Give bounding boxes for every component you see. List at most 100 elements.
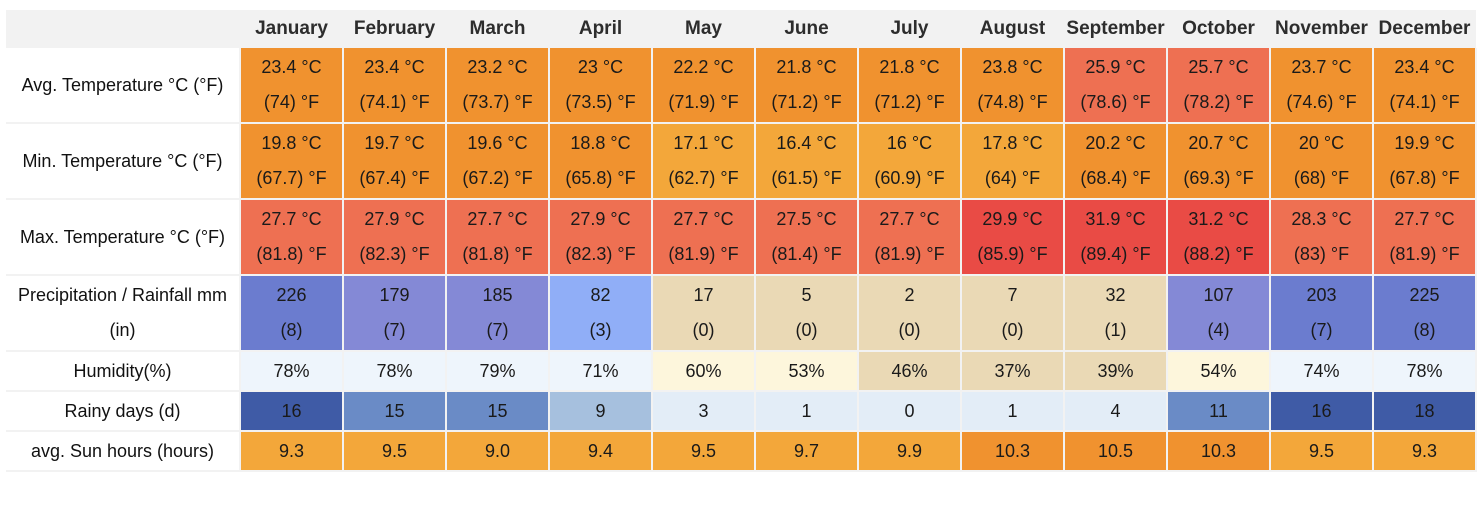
value-cell: 3	[652, 391, 756, 432]
value-cell: 4	[1064, 391, 1168, 432]
primary-value: 79%	[479, 360, 516, 381]
secondary-value: (1)	[1104, 320, 1127, 340]
row-label: avg. Sun hours (hours)	[6, 431, 241, 472]
primary-value: 15	[384, 400, 405, 421]
primary-value: 17.1 °C	[673, 133, 734, 153]
value-cell: 203 (7)	[1270, 275, 1374, 352]
primary-value: 107	[1203, 285, 1234, 305]
value-cell: 18.8 °C (65.8) °F	[549, 123, 653, 200]
month-header-august: August	[979, 18, 1046, 39]
secondary-value: (3)	[589, 320, 612, 340]
value-cell: 19.8 °C (67.7) °F	[240, 123, 344, 200]
rainy-days-row: Rainy days (d) 16 15 15 9 3 1 0 1 4 11 16 18	[6, 391, 1477, 432]
primary-value: 226	[276, 285, 307, 305]
value-cell: 23.4 °C (74.1) °F	[343, 48, 447, 124]
primary-value: 18	[1414, 400, 1435, 421]
primary-value: 23.4 °C	[364, 57, 425, 77]
value-cell: 27.7 °C (81.9) °F	[858, 199, 962, 276]
primary-value: 27.9 °C	[570, 209, 631, 229]
month-header-may: May	[685, 18, 722, 39]
value-cell: 107 (4)	[1167, 275, 1271, 352]
secondary-value: (61.5) °F	[771, 168, 842, 188]
value-cell: 1	[755, 391, 859, 432]
primary-value: 11	[1209, 400, 1228, 421]
month-header-march: March	[469, 18, 526, 39]
value-cell: 17 (0)	[652, 275, 756, 352]
secondary-value: (67.2) °F	[462, 168, 533, 188]
secondary-value: (7)	[486, 320, 509, 340]
primary-value: 78%	[376, 360, 413, 381]
primary-value: 16	[1311, 400, 1332, 421]
primary-value: 19.9 °C	[1394, 133, 1455, 153]
value-cell: 23 °C (73.5) °F	[549, 48, 653, 124]
primary-value: 54%	[1200, 360, 1237, 381]
primary-value: 10.3	[1200, 440, 1237, 461]
value-cell: 5 (0)	[755, 275, 859, 352]
value-cell: 39%	[1064, 351, 1168, 392]
primary-value: 31.2 °C	[1188, 209, 1249, 229]
secondary-value: (4)	[1207, 320, 1230, 340]
primary-value: 37%	[994, 360, 1031, 381]
corner-cell	[6, 10, 240, 48]
primary-value: 9.7	[793, 440, 820, 461]
secondary-value: (81.9) °F	[668, 244, 739, 264]
value-cell: 10.5	[1064, 431, 1168, 472]
row-label: Rainy days (d)	[6, 391, 241, 432]
secondary-value: (78.6) °F	[1080, 92, 1151, 112]
primary-value: 9.9	[896, 440, 923, 461]
secondary-value: (0)	[1001, 320, 1024, 340]
row-label: Avg. Temperature °C (°F)	[6, 48, 241, 124]
primary-value: 0	[904, 400, 915, 421]
secondary-value: (67.4) °F	[359, 168, 430, 188]
value-cell: 7 (0)	[961, 275, 1065, 352]
secondary-value: (67.7) °F	[256, 168, 327, 188]
value-cell: 15	[343, 391, 447, 432]
primary-value: 19.7 °C	[364, 133, 425, 153]
value-cell: 16 °C (60.9) °F	[858, 123, 962, 200]
row-label: Precipitation / Rainfall mm (in)	[6, 275, 241, 352]
month-header-november: November	[1275, 18, 1368, 39]
primary-value: 29.9 °C	[982, 209, 1043, 229]
primary-value: 15	[487, 400, 508, 421]
value-cell: 9.7	[755, 431, 859, 472]
primary-value: 74%	[1303, 360, 1340, 381]
secondary-value: (71.9) °F	[668, 92, 739, 112]
primary-value: 23.4 °C	[1394, 57, 1455, 77]
value-cell: 27.7 °C (81.9) °F	[652, 199, 756, 276]
month-header-row: January February March April May June July Augu…	[6, 10, 1476, 48]
precipitation-row: Precipitation / Rainfall mm (in) 226 (8) 17…	[6, 275, 1477, 352]
value-cell: 23.2 °C (73.7) °F	[446, 48, 550, 124]
primary-value: 21.8 °C	[776, 57, 837, 77]
value-cell: 79%	[446, 351, 550, 392]
value-cell: 16.4 °C (61.5) °F	[755, 123, 859, 200]
primary-value: 4	[1110, 400, 1121, 421]
value-cell: 31.9 °C (89.4) °F	[1064, 199, 1168, 276]
secondary-value: (78.2) °F	[1183, 92, 1254, 112]
secondary-value: (81.9) °F	[1389, 244, 1460, 264]
primary-value: 20.2 °C	[1085, 133, 1146, 153]
primary-value: 28.3 °C	[1291, 209, 1352, 229]
row-label: Min. Temperature °C (°F)	[6, 123, 241, 200]
primary-value: 185	[482, 285, 513, 305]
value-cell: 226 (8)	[240, 275, 344, 352]
primary-value: 9.4	[587, 440, 614, 461]
secondary-value: (85.9) °F	[977, 244, 1048, 264]
primary-value: 27.7 °C	[467, 209, 528, 229]
value-cell: 23.4 °C (74) °F	[240, 48, 344, 124]
primary-value: 9.5	[690, 440, 717, 461]
value-cell: 20.7 °C (69.3) °F	[1167, 123, 1271, 200]
value-cell: 27.9 °C (82.3) °F	[549, 199, 653, 276]
secondary-value: (74.8) °F	[977, 92, 1048, 112]
primary-value: 19.6 °C	[467, 133, 528, 153]
value-cell: 19.6 °C (67.2) °F	[446, 123, 550, 200]
value-cell: 9.9	[858, 431, 962, 472]
secondary-value: (81.8) °F	[256, 244, 327, 264]
secondary-value: (81.4) °F	[771, 244, 842, 264]
secondary-value: (60.9) °F	[874, 168, 945, 188]
primary-value: 27.5 °C	[776, 209, 837, 229]
row-label: Max. Temperature °C (°F)	[6, 199, 241, 276]
value-cell: 9.5	[652, 431, 756, 472]
value-cell: 9	[549, 391, 653, 432]
primary-value: 21.8 °C	[879, 57, 940, 77]
primary-value: 9	[595, 400, 606, 421]
